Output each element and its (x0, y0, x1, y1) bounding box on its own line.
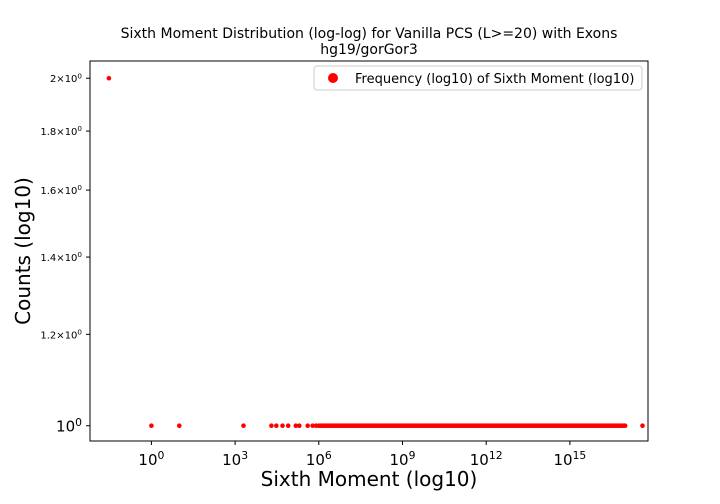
y-tick-label: 2×100 (50, 71, 82, 85)
data-point (106, 75, 112, 81)
x-axis-label: Sixth Moment (log10) (261, 467, 478, 491)
data-point (296, 423, 302, 429)
data-point (622, 423, 628, 429)
plot-area (89, 60, 649, 442)
data-point (293, 423, 299, 429)
x-tick-label: 109 (390, 449, 416, 469)
data-point (241, 423, 246, 429)
chart-subtitle: hg19/gorGor3 (320, 42, 418, 58)
data-point (640, 423, 645, 429)
legend: Frequency (log10) of Sixth Moment (log10… (313, 65, 643, 91)
data-point (285, 423, 291, 429)
y-tick-label: 100 (56, 416, 82, 436)
data-point (176, 423, 182, 429)
data-point (269, 423, 274, 429)
y-axis-label: Counts (log10) (11, 177, 35, 325)
data-points (106, 75, 645, 429)
data-point (310, 423, 315, 429)
data-point (149, 423, 154, 429)
x-tick-label: 103 (222, 449, 248, 469)
y-tick-label: 1.2×100 (40, 327, 82, 341)
y-axis-ticks: 100 1.2×100 1.4×100 1.6×100 1.8×100 2×100 (40, 71, 90, 436)
y-tick-label: 1.8×100 (40, 124, 82, 138)
y-tick-label: 1.6×100 (40, 183, 82, 197)
legend-label: Frequency (log10) of Sixth Moment (log10… (355, 72, 634, 87)
legend-marker (328, 73, 338, 83)
data-point (305, 423, 310, 429)
data-point (280, 423, 285, 429)
x-tick-label: 1015 (553, 449, 586, 469)
legend-box (313, 65, 643, 91)
data-point (274, 423, 279, 429)
y-tick-label: 1.4×100 (40, 250, 82, 264)
chart-title: Sixth Moment Distribution (log-log) for … (121, 26, 618, 42)
x-tick-label: 106 (306, 449, 332, 469)
x-axis-ticks: 100 103 106 109 1012 1015 (138, 441, 586, 469)
x-tick-label: 100 (138, 449, 164, 469)
x-tick-label: 1012 (470, 449, 503, 469)
